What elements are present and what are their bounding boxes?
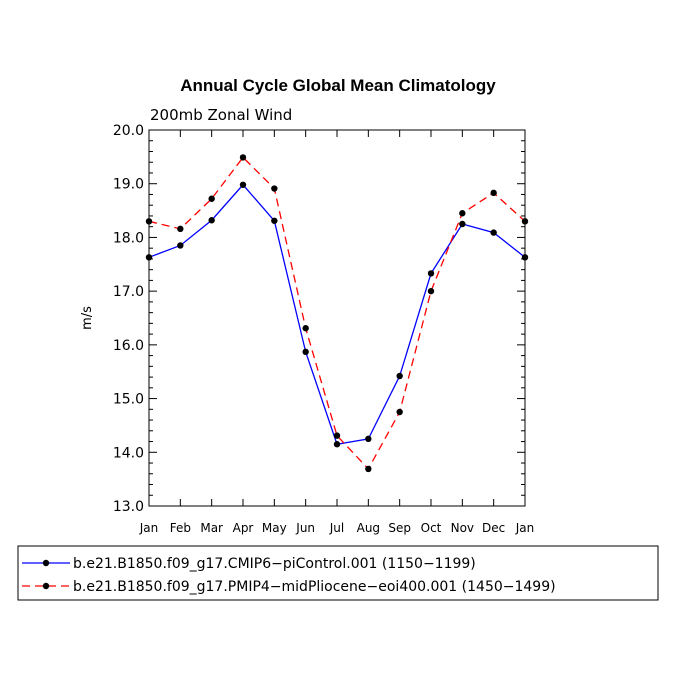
data-point <box>521 218 529 225</box>
x-tick-label: Aug <box>357 521 380 535</box>
series-line <box>148 183 526 445</box>
legend-box <box>17 545 659 601</box>
legend-marker <box>42 582 50 590</box>
x-tick-label: Jan <box>515 521 535 535</box>
data-point <box>145 254 153 261</box>
data-point <box>177 225 184 233</box>
data-point <box>333 441 341 448</box>
x-tick-label: May <box>262 521 287 535</box>
legend-label: b.e21.B1850.f09_g17.CMIP6−piControl.001 … <box>73 556 476 572</box>
x-tick-label: Jul <box>329 521 344 535</box>
data-point <box>459 220 466 228</box>
data-point <box>365 465 372 473</box>
data-point <box>239 181 247 188</box>
data-point <box>302 348 309 356</box>
x-tick-label: Feb <box>170 521 191 535</box>
y-axis-label: m/s <box>80 306 95 330</box>
data-point <box>427 270 435 277</box>
x-tick-label: Nov <box>451 521 474 535</box>
data-point <box>239 154 247 161</box>
data-point <box>396 408 403 416</box>
y-tick-label: 14.0 <box>113 445 144 461</box>
y-tick-label: 17.0 <box>113 284 144 300</box>
series-layer <box>145 154 529 473</box>
series-line <box>148 156 526 471</box>
data-point <box>208 195 215 202</box>
y-tick-label: 15.0 <box>113 392 144 408</box>
x-tick-label: Oct <box>421 521 442 535</box>
data-point <box>365 435 372 443</box>
series-2 <box>145 154 529 473</box>
series-1 <box>145 181 529 448</box>
y-axis: 13.0 14.0 15.0 16.0 17.0 18.0 19.0 20.0 <box>113 123 525 515</box>
y-tick-label: 16.0 <box>113 338 144 354</box>
y-tick-label: 20.0 <box>113 123 144 139</box>
chart-subtitle: 200mb Zonal Wind <box>150 106 292 124</box>
x-tick-label: Jun <box>295 521 315 535</box>
data-point <box>427 287 435 295</box>
y-tick-label: 18.0 <box>113 230 144 246</box>
data-point <box>333 432 341 439</box>
legend: b.e21.B1850.f09_g17.CMIP6−piControl.001 … <box>17 545 659 601</box>
x-tick-label: Dec <box>482 521 505 535</box>
chart-title: Annual Cycle Global Mean Climatology <box>180 76 496 95</box>
x-tick-label: Mar <box>200 521 223 535</box>
y-tick-label: 19.0 <box>113 177 144 193</box>
data-point <box>521 254 529 261</box>
data-point <box>490 189 497 197</box>
legend-marker <box>42 559 50 567</box>
data-point <box>145 218 153 225</box>
data-point <box>271 185 278 192</box>
data-point <box>177 242 184 249</box>
x-tick-label: Jan <box>139 521 159 535</box>
x-tick-label: Apr <box>233 521 254 535</box>
legend-item: b.e21.B1850.f09_g17.PMIP4−midPliocene−eo… <box>22 579 556 595</box>
legend-label: b.e21.B1850.f09_g17.PMIP4−midPliocene−eo… <box>73 579 556 595</box>
plot-frame <box>148 129 526 507</box>
y-tick-label: 13.0 <box>113 499 144 515</box>
data-point <box>208 217 215 224</box>
data-point <box>490 229 497 236</box>
x-tick-label: Sep <box>388 521 411 535</box>
legend-item: b.e21.B1850.f09_g17.CMIP6−piControl.001 … <box>22 556 476 572</box>
data-point <box>302 325 309 332</box>
data-point <box>396 372 403 380</box>
data-point <box>459 210 466 217</box>
x-axis: Jan Feb Mar Apr May Jun Jul Aug Sep Oct Nov Dec Jan <box>139 130 535 535</box>
data-point <box>271 217 278 224</box>
